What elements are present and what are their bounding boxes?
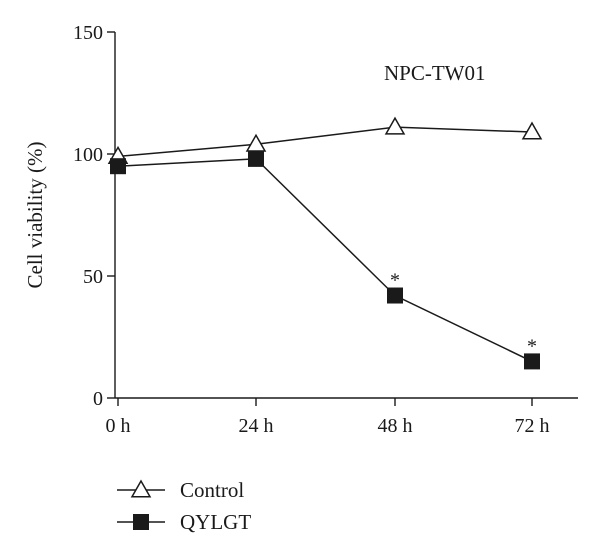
legend-marker: [133, 514, 149, 530]
data-point: [248, 150, 264, 167]
legend-label: QYLGT: [180, 510, 251, 534]
series-group: **: [107, 116, 543, 370]
x-tick-label: 0 h: [106, 415, 131, 437]
y-axis-ticks: 0 50 100 150: [73, 22, 115, 410]
data-point: [387, 287, 403, 304]
chart-annotation: NPC-TW01: [384, 61, 486, 85]
x-tick-label: 24 h: [239, 415, 274, 437]
legend-item-qylgt: QYLGT: [117, 510, 251, 534]
x-axis-ticks: 0 h 24 h 48 h 72 h: [106, 398, 550, 437]
data-point: [524, 353, 540, 370]
significance-marker: *: [390, 270, 400, 292]
legend: Control QYLGT: [117, 478, 251, 534]
y-tick-label: 0: [93, 388, 103, 410]
series-qylgt: **: [110, 150, 540, 370]
axes: [114, 32, 578, 399]
legend-item-control: Control: [117, 478, 244, 502]
y-axis-label: Cell viability (%): [23, 142, 47, 289]
data-point: [384, 116, 406, 135]
y-tick-label: 50: [83, 266, 103, 288]
legend-marker: [130, 479, 152, 498]
data-point: [110, 158, 126, 175]
series-line: [117, 158, 533, 363]
legend-label: Control: [180, 478, 244, 502]
x-tick-label: 72 h: [515, 415, 550, 437]
y-tick-label: 150: [73, 22, 103, 44]
y-tick-label: 100: [73, 144, 103, 166]
series-control: [107, 116, 543, 164]
significance-marker: *: [527, 335, 537, 357]
x-tick-label: 48 h: [378, 415, 413, 437]
data-point: [521, 121, 543, 140]
series-line: [117, 126, 533, 158]
